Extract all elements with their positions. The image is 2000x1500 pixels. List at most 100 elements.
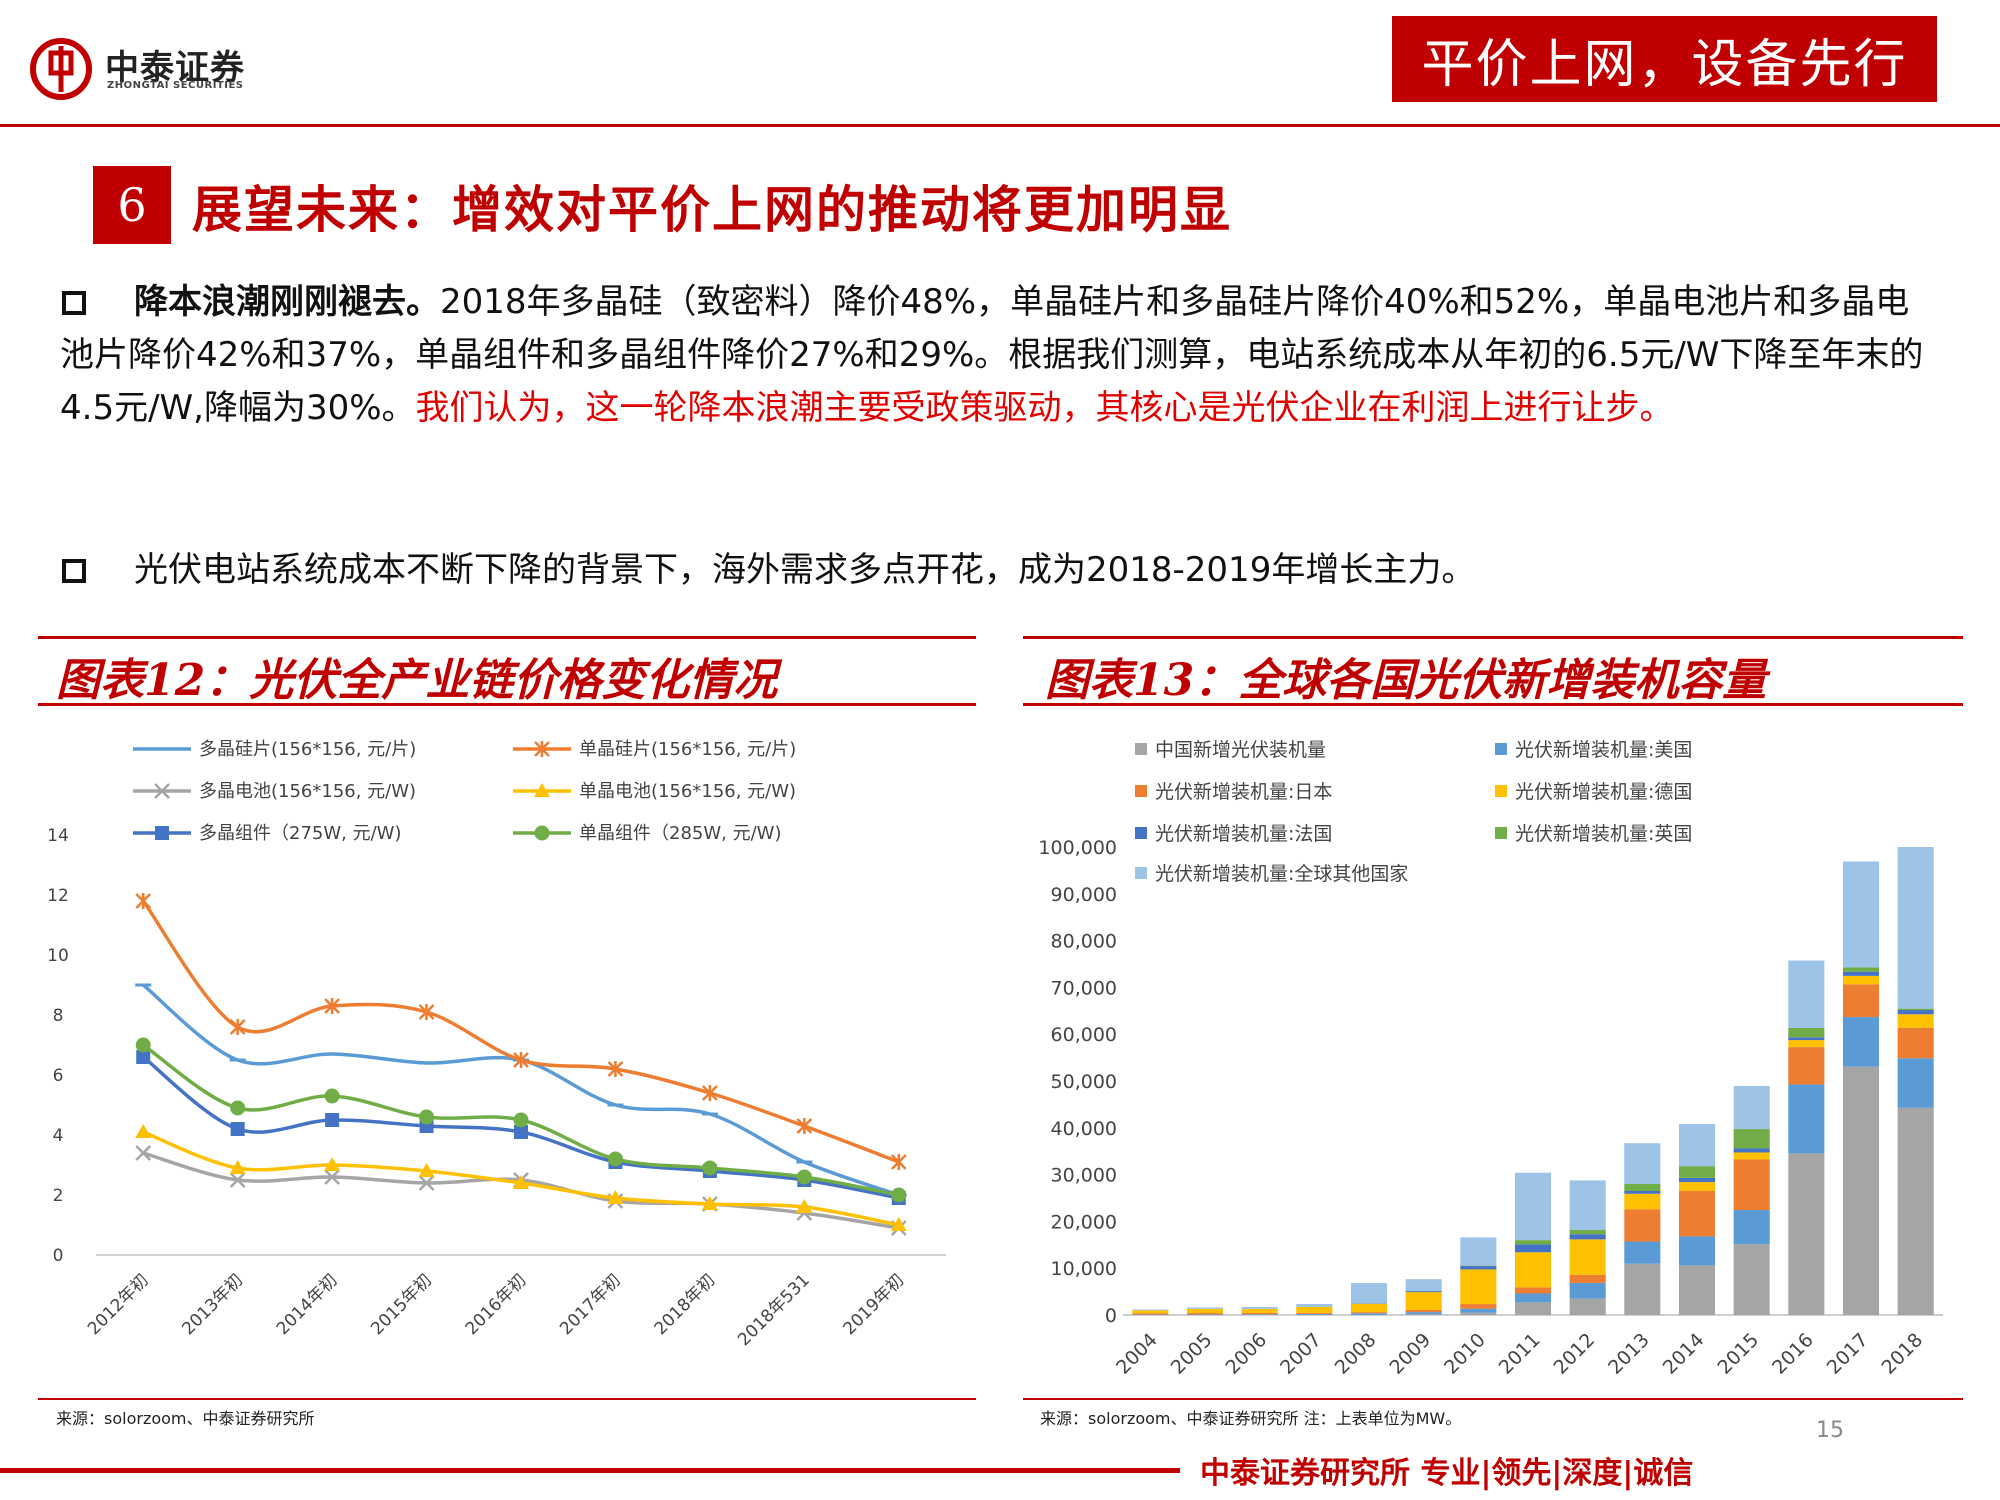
bar-segment [1132, 1313, 1169, 1315]
section-number: 6 [93, 166, 171, 244]
data-point [230, 1100, 246, 1116]
bar-segment [1405, 1314, 1442, 1315]
legend-label: 光伏新增装机量:法国 [1155, 823, 1332, 845]
bar-segment [1678, 1236, 1716, 1266]
x-tick-label: 2016年初 [462, 1270, 531, 1339]
data-point [514, 1125, 528, 1139]
chart12-bottom-rule [38, 703, 976, 706]
bar-segment [1460, 1266, 1497, 1270]
data-point [418, 1004, 435, 1020]
legend-entry: 光伏新增装机量:全球其他国家 [1135, 863, 1408, 885]
legend-label: 单晶硅片(156*156, 元/片) [579, 739, 796, 760]
data-point [796, 1199, 813, 1213]
legend-entry: 多晶电池(156*156, 元/W) [133, 781, 416, 802]
header-divider [0, 124, 2000, 127]
data-point [796, 1118, 813, 1134]
x-tick-label: 2006 [1221, 1329, 1271, 1379]
data-point [513, 1112, 529, 1128]
y-tick-label: 8 [53, 1006, 64, 1026]
bar-segment [1514, 1287, 1552, 1294]
y-tick-label: 20,000 [1051, 1211, 1117, 1233]
x-tick-label: 2019年初 [840, 1270, 909, 1339]
bar-segment [1132, 1310, 1169, 1314]
bar-stack [1624, 1143, 1661, 1315]
data-point [701, 1196, 718, 1210]
data-point [229, 1172, 246, 1188]
x-tick-label: 2018年531 [734, 1270, 814, 1350]
y-tick-label: 0 [1105, 1305, 1117, 1327]
bar-stack [1405, 1279, 1442, 1315]
bar-stack [1296, 1304, 1333, 1315]
x-tick-label: 2013 [1604, 1329, 1654, 1379]
y-tick-label: 2 [53, 1186, 64, 1206]
data-point [325, 1113, 340, 1127]
legend-entry: 单晶电池(156*156, 元/W) [513, 781, 796, 802]
bar-segment [1897, 1008, 1934, 1011]
bar-segment [1241, 1312, 1278, 1315]
data-point [135, 1124, 152, 1138]
bar-segment [1296, 1304, 1333, 1307]
legend-marker [534, 741, 550, 757]
data-point [607, 1151, 623, 1167]
bar-segment [1569, 1282, 1606, 1299]
bar-segment [1733, 1148, 1770, 1153]
slogan-banner: 平价上网，设备先行 [1392, 16, 1937, 102]
bar-segment [1624, 1209, 1661, 1242]
y-tick-label: 12 [47, 886, 69, 906]
y-tick-label: 50,000 [1051, 1071, 1117, 1093]
x-tick-label: 2017 [1823, 1329, 1873, 1379]
legend-swatch [1135, 827, 1147, 839]
bar-segment [1514, 1302, 1552, 1315]
chart13-stacked-bar-chart: 0 10,000 20,000 30,000 40,000 50,000 60,000 70,… [1038, 739, 1943, 1379]
section-title: 展望未来：增效对平价上网的推动将更加明显 [192, 180, 1232, 239]
data-point [702, 1085, 718, 1101]
legend-label: 多晶电池(156*156, 元/W) [199, 781, 416, 802]
data-point [891, 1187, 907, 1203]
bar-segment [1296, 1312, 1333, 1314]
bar-segment [1460, 1312, 1497, 1315]
company-logo-english: ZHONGTAI SECURITIES [107, 80, 244, 91]
paragraph-cost-reduction: 降本浪潮刚刚褪去。2018年多晶硅（致密料）降价48%，单晶硅片和多晶硅片降价4… [60, 276, 1940, 435]
bar-segment [1897, 1014, 1934, 1028]
data-point [135, 1037, 151, 1053]
bullet-square-icon [62, 559, 86, 583]
legend-label: 单晶电池(156*156, 元/W) [579, 781, 796, 802]
bar-segment [1678, 1265, 1716, 1315]
bar-segment [1514, 1293, 1552, 1303]
legend-label: 光伏新增装机量:全球其他国家 [1155, 863, 1408, 885]
series-line [142, 1151, 900, 1230]
chart12-source: 来源：solorzoom、中泰证券研究所 [56, 1409, 315, 1428]
bar-segment [1788, 1040, 1825, 1048]
bar-segment [1788, 1153, 1825, 1315]
x-tick-label: 2014 [1659, 1329, 1709, 1379]
bar-segment [1514, 1172, 1552, 1241]
bar-segment [1186, 1307, 1224, 1309]
data-point [890, 1217, 907, 1231]
bar-stack [1788, 960, 1825, 1315]
bar-stack [1350, 1283, 1388, 1315]
x-tick-label: 2014年初 [273, 1270, 342, 1339]
x-tick-label: 2007 [1276, 1329, 1326, 1379]
bar-stack [1132, 1309, 1169, 1315]
bar-segment [1897, 1058, 1934, 1108]
paragraph-overseas-demand: 光伏电站系统成本不断下降的背景下，海外需求多点开花，成为2018-2019年增长… [60, 544, 1940, 597]
bar-segment [1296, 1306, 1333, 1313]
bar-segment [1186, 1314, 1224, 1315]
bar-segment [1678, 1166, 1716, 1178]
bar-segment [1788, 1084, 1825, 1154]
y-tick-label: 70,000 [1051, 977, 1117, 999]
bullet-square-icon [62, 291, 86, 315]
bar-segment [1733, 1244, 1770, 1315]
data-point [135, 1145, 152, 1161]
chart12-source-rule [38, 1398, 976, 1400]
paragraph-highlight: 我们认为，这一轮降本浪潮主要受政策驱动，其核心是光伏企业在利润上进行让步。 [415, 388, 1674, 428]
bar-stack [1514, 1172, 1552, 1315]
data-point [419, 1109, 435, 1125]
bar-segment [1514, 1252, 1552, 1288]
legend-marker [155, 826, 169, 840]
x-tick-label: 2011 [1495, 1329, 1545, 1379]
legend-swatch [1495, 743, 1507, 755]
bar-stack [1241, 1306, 1278, 1315]
y-tick-label: 100,000 [1038, 837, 1117, 859]
legend-marker [534, 783, 550, 797]
